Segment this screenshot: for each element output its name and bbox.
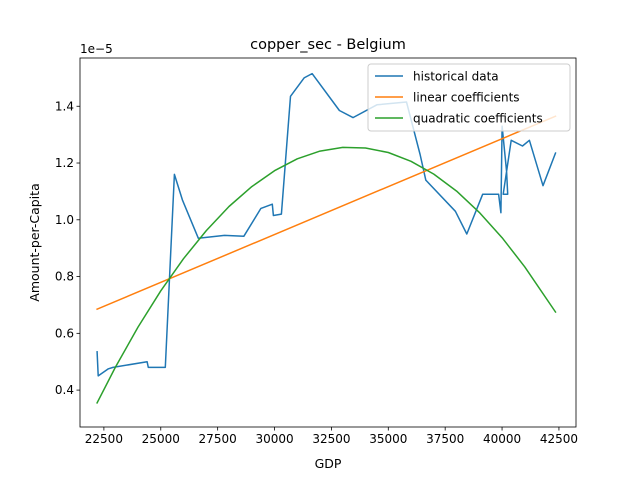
y-axis-ticks: 0.4 0.6 0.8 1.0 1.2 1.4 (55, 99, 80, 397)
x-tick-label: 42500 (540, 432, 578, 446)
x-tick-label: 25000 (142, 432, 180, 446)
chart-title: copper_sec - Belgium (250, 37, 406, 53)
y-axis-multiplier: 1e−5 (80, 42, 113, 56)
y-tick-label: 1.0 (55, 213, 74, 227)
y-tick-label: 0.6 (55, 326, 74, 340)
y-tick-label: 1.2 (55, 156, 74, 170)
x-tick-label: 40000 (483, 432, 521, 446)
x-tick-label: 30000 (255, 432, 293, 446)
series-line-0 (96, 72, 557, 377)
x-tick-label: 35000 (369, 432, 407, 446)
y-axis-label: Amount-per-Capita (27, 183, 42, 301)
x-axis-label: GDP (315, 456, 342, 471)
legend: historical data linear coefficients quadra… (367, 63, 571, 132)
axes (79, 57, 577, 428)
x-tick-label: 37500 (426, 432, 464, 446)
x-tick-label: 32500 (312, 432, 350, 446)
axes-spines (79, 57, 577, 428)
y-tick-label: 0.8 (55, 270, 74, 284)
series-line-1 (96, 115, 557, 311)
x-tick-label: 22500 (85, 432, 123, 446)
x-tick-label: 27500 (199, 432, 237, 446)
y-tick-label: 0.4 (55, 383, 74, 397)
legend-label: linear coefficients (413, 91, 520, 105)
plot-lines (96, 72, 557, 404)
legend-box (367, 63, 571, 132)
x-axis-ticks: 22500 25000 27500 30000 32500 35000 37500 40000… (85, 427, 578, 446)
series-line-2 (96, 146, 557, 404)
y-tick-label: 1.4 (55, 99, 74, 113)
legend-label: historical data (413, 70, 499, 84)
legend-label: quadratic coefficients (413, 112, 543, 126)
